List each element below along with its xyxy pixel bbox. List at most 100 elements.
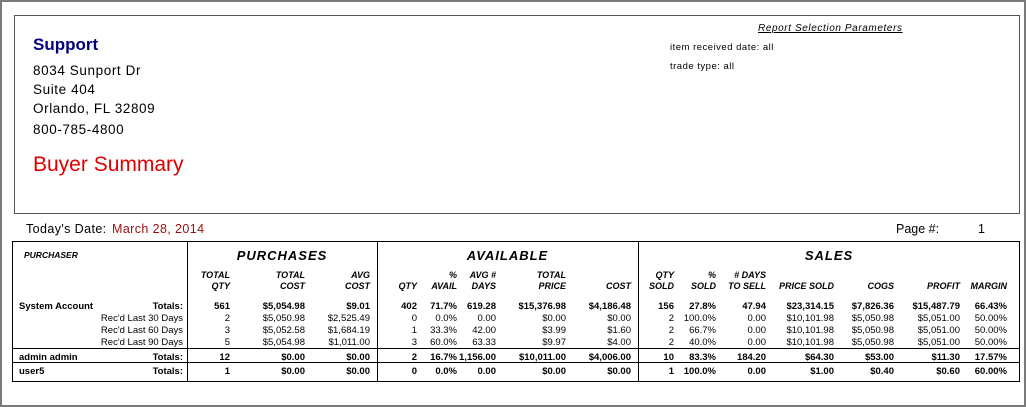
row-separator xyxy=(12,362,1020,363)
table-cell: 0.0% xyxy=(435,366,457,377)
table-cell: $23,314.15 xyxy=(786,301,834,312)
phone: 800-785-4800 xyxy=(33,122,125,137)
column-divider xyxy=(187,241,188,381)
table-cell: 2 xyxy=(224,313,230,324)
column-header: QTY SOLD xyxy=(648,270,674,291)
table-cell: $5,051.00 xyxy=(917,313,960,324)
table-cell: $4,006.00 xyxy=(588,352,631,363)
table-cell: 2 xyxy=(668,325,674,336)
page-number: 1 xyxy=(978,222,985,236)
address-line: Orlando, FL 32809 xyxy=(33,101,156,116)
table-cell: $5,052.58 xyxy=(262,325,305,336)
column-header: TOTAL COST xyxy=(275,270,305,291)
row-label: Totals: xyxy=(152,301,183,312)
table-cell: $10,101.98 xyxy=(786,337,834,348)
report-date: March 28, 2014 xyxy=(112,222,205,236)
table-cell: 0.0% xyxy=(435,313,457,324)
column-header: QTY xyxy=(398,281,417,291)
table-cell: 561 xyxy=(214,301,230,312)
purchaser-name: admin admin xyxy=(19,352,78,363)
row-label: Rec'd Last 90 Days xyxy=(100,337,183,348)
table-cell: 0.00 xyxy=(747,313,767,324)
table-cell: $5,051.00 xyxy=(917,325,960,336)
table-cell: 83.3% xyxy=(689,352,716,363)
table-cell: 71.7% xyxy=(430,301,457,312)
table-cell: 10 xyxy=(663,352,674,363)
table-cell: 156 xyxy=(658,301,674,312)
table-cell: 0.00 xyxy=(747,337,767,348)
section-title: PURCHASES xyxy=(236,248,328,263)
table-cell: $0.00 xyxy=(281,366,305,377)
table-cell: 0 xyxy=(411,366,417,377)
table-cell: $15,376.98 xyxy=(518,301,566,312)
table-cell: 2 xyxy=(668,337,674,348)
table-cell: 619.28 xyxy=(466,301,496,312)
table-cell: 3 xyxy=(224,325,230,336)
table-cell: $5,050.98 xyxy=(851,325,894,336)
table-cell: 63.33 xyxy=(472,337,496,348)
page-label: Page #: xyxy=(896,222,940,236)
table-cell: $15,487.79 xyxy=(912,301,960,312)
table-cell: 2 xyxy=(411,352,417,363)
parameter: item received date: all xyxy=(670,42,774,53)
table-cell: $4.00 xyxy=(607,337,631,348)
table-cell: $0.00 xyxy=(346,352,370,363)
table-cell: $10,101.98 xyxy=(786,313,834,324)
company-name: Support xyxy=(33,35,99,54)
table-cell: 1 xyxy=(224,366,230,377)
table-cell: 60.0% xyxy=(430,337,457,348)
column-header: PRICE SOLD xyxy=(778,281,834,291)
column-header: AVG COST xyxy=(344,270,370,291)
table-cell: 5 xyxy=(224,337,230,348)
table-cell: 1 xyxy=(411,325,417,336)
table-cell: 0.00 xyxy=(747,366,767,377)
column-header: MARGIN xyxy=(970,281,1008,291)
section-title: SALES xyxy=(804,248,854,263)
table-cell: 50.00% xyxy=(974,337,1007,348)
table-cell: 1,156.00 xyxy=(459,352,496,363)
table-cell: 33.3% xyxy=(430,325,457,336)
row-label: Totals: xyxy=(152,352,183,363)
table-cell: $53.00 xyxy=(864,352,894,363)
table-cell: 2 xyxy=(668,313,674,324)
table-cell: 27.8% xyxy=(689,301,716,312)
parameters-title: Report Selection Parameters xyxy=(758,23,903,34)
table-cell: $5,051.00 xyxy=(917,337,960,348)
report-header-box xyxy=(14,15,1020,214)
table-cell: 16.7% xyxy=(430,352,457,363)
table-cell: 50.00% xyxy=(974,313,1007,324)
table-cell: $0.00 xyxy=(542,313,566,324)
table-cell: 0.00 xyxy=(747,325,767,336)
row-label: Rec'd Last 30 Days xyxy=(100,313,183,324)
table-cell: 100.0% xyxy=(683,366,716,377)
column-header: TOTAL QTY xyxy=(200,270,230,291)
table-cell: 184.20 xyxy=(736,352,766,363)
purchaser-name: user5 xyxy=(19,366,45,377)
table-cell: $0.00 xyxy=(346,366,370,377)
table-cell: $11.30 xyxy=(931,352,960,363)
table-cell: 66.7% xyxy=(689,325,716,336)
column-header: PROFIT xyxy=(927,281,960,291)
table-cell: 0 xyxy=(411,313,417,324)
table-cell: $0.00 xyxy=(542,366,566,377)
column-header: AVG # DAYS xyxy=(469,270,496,291)
table-cell: $5,050.98 xyxy=(851,313,894,324)
table-cell: 60.00% xyxy=(974,366,1007,377)
table-cell: $10,101.98 xyxy=(786,325,834,336)
table-cell: $9.97 xyxy=(542,337,566,348)
table-cell: 3 xyxy=(411,337,417,348)
table-cell: $5,054.98 xyxy=(262,301,305,312)
purchaser-header: PURCHASER xyxy=(24,250,78,260)
report-title: Buyer Summary xyxy=(33,153,184,176)
table-cell: 17.57% xyxy=(974,352,1007,363)
row-label: Totals: xyxy=(152,366,183,377)
purchaser-name: System Account xyxy=(19,301,94,312)
table-cell: $0.00 xyxy=(607,366,631,377)
table-cell: $9.01 xyxy=(346,301,370,312)
table-cell: $1.60 xyxy=(607,325,631,336)
table-cell: 402 xyxy=(401,301,417,312)
table-cell: $10,011.00 xyxy=(518,352,566,363)
table-cell: 0.00 xyxy=(477,313,497,324)
table-cell: $3.99 xyxy=(542,325,566,336)
table-cell: 40.0% xyxy=(689,337,716,348)
